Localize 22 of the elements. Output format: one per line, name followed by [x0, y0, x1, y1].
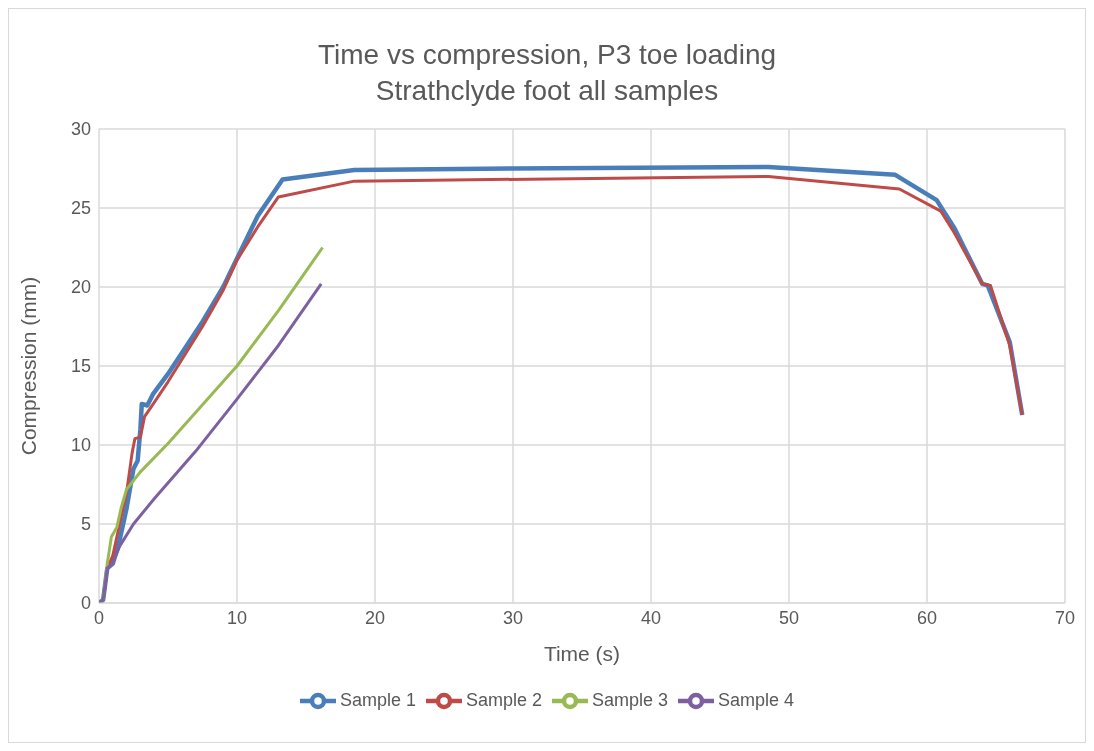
y-tick-label: 20 — [70, 277, 91, 298]
x-tick-label: 20 — [364, 607, 386, 628]
y-tick-label: 30 — [70, 119, 91, 140]
x-tick-label: 40 — [640, 607, 662, 628]
x-tick-label: 70 — [1054, 607, 1076, 628]
x-tick-label: 0 — [93, 607, 105, 628]
y-tick-label: 10 — [70, 435, 91, 456]
y-tick-label: 0 — [80, 593, 91, 614]
legend-label: Sample 3 — [592, 689, 669, 710]
y-tick-label: 25 — [70, 198, 91, 219]
x-tick-label: 10 — [226, 607, 248, 628]
x-axis-title: Time (s) — [543, 642, 621, 665]
y-tick-label: 15 — [70, 356, 91, 377]
x-tick-label: 60 — [916, 607, 938, 628]
chart-title: Time vs compression, P3 toe loading Strathclyde foot all samples — [316, 38, 778, 108]
legend-label: Sample 1 — [339, 689, 416, 710]
y-tick-label: 5 — [80, 514, 91, 535]
legend-label: Sample 2 — [465, 689, 542, 710]
x-tick-label: 30 — [502, 607, 524, 628]
y-axis-title: Compression (mm) — [17, 276, 41, 456]
legend-label: Sample 4 — [718, 689, 795, 710]
x-tick-label: 50 — [778, 607, 800, 628]
